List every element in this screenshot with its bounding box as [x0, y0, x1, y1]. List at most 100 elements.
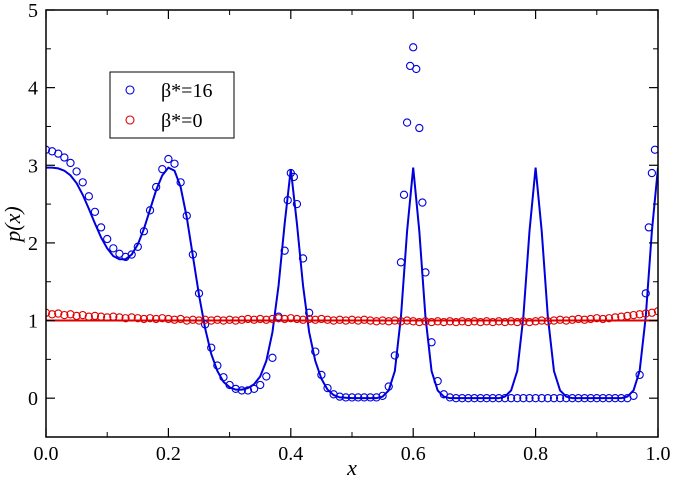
data-point-s1-35	[256, 314, 265, 324]
data-point-s1-90	[592, 314, 601, 323]
data-point-s1-7	[84, 312, 93, 321]
data-point-s1-98	[641, 309, 650, 318]
data-point-s1-68	[458, 317, 467, 326]
data-point-s1-86	[568, 315, 577, 324]
data-point-s1-9	[96, 312, 106, 321]
data-point-s0-58	[384, 382, 393, 391]
data-point-s1-56	[384, 317, 393, 326]
data-point-s1-73	[488, 317, 497, 327]
legend-label-beta16: β*=16	[161, 80, 212, 102]
data-point-s1-65	[439, 317, 448, 327]
data-point-s0-7	[84, 192, 93, 201]
data-point-s0-78	[482, 394, 491, 403]
series-layer	[46, 43, 658, 403]
data-point-s0-22	[176, 178, 185, 187]
data-point-s0-40	[283, 196, 292, 205]
data-point-s1-38	[274, 314, 283, 323]
data-point-s0-37	[268, 353, 277, 362]
data-point-s1-40	[286, 314, 295, 323]
data-point-s1-66	[445, 317, 455, 326]
data-point-s1-96	[629, 310, 638, 320]
data-point-s1-2	[54, 309, 63, 318]
data-point-s1-55	[378, 316, 387, 325]
x-tick-label: 0.4	[278, 443, 303, 465]
data-point-s1-91	[598, 314, 608, 324]
x-tick-label: 0.0	[34, 443, 59, 465]
data-point-s0-3	[60, 153, 69, 162]
data-point-s1-4	[66, 310, 75, 319]
data-point-s1-92	[604, 314, 614, 323]
data-point-s1-41	[292, 314, 302, 324]
data-point-s1-34	[249, 315, 259, 324]
y-tick-label: 4	[28, 78, 38, 100]
data-point-s0-92	[568, 394, 577, 403]
data-point-s1-50	[347, 315, 357, 324]
data-point-s1-28	[213, 315, 222, 324]
data-point-s1-22	[176, 314, 185, 324]
data-point-s0-57	[378, 391, 387, 400]
y-tick-label: 3	[28, 155, 38, 177]
data-point-s0-87	[537, 394, 546, 403]
y-tick-label: 0	[28, 388, 38, 410]
data-point-s1-15	[133, 314, 142, 323]
x-axis-label: x	[346, 455, 357, 480]
data-point-s1-12	[115, 313, 124, 322]
ticks-layer: 0.0 0.2 0.4 0.6 0.8 1.0 0 1 2 3 4 5	[28, 0, 671, 465]
data-point-s0-23	[182, 211, 191, 220]
data-point-s0-105	[644, 223, 653, 232]
data-point-s0-43	[292, 199, 302, 209]
data-point-s0-89	[549, 394, 559, 403]
data-point-s0-28	[213, 361, 222, 370]
data-point-s0-50	[335, 392, 344, 401]
data-point-s0-85	[525, 394, 534, 403]
y-axis-label: p(x)	[0, 206, 25, 243]
data-point-s0-66	[415, 123, 424, 133]
data-point-s1-20	[164, 314, 173, 324]
data-point-s1-29	[219, 316, 228, 325]
y-tick-label: 2	[28, 233, 38, 255]
data-point-s1-57	[390, 316, 399, 325]
data-point-s0-73	[451, 394, 461, 403]
data-point-s0-88	[543, 394, 552, 403]
data-point-s0-79	[488, 394, 497, 403]
data-point-s1-3	[60, 310, 69, 320]
data-point-s0-84	[519, 394, 528, 403]
data-point-s1-71	[476, 317, 485, 327]
data-point-s0-33	[243, 386, 253, 395]
data-point-s1-31	[231, 316, 240, 325]
data-point-s0-34	[249, 384, 259, 394]
data-point-s0-61	[399, 190, 409, 199]
data-point-s0-103	[635, 370, 644, 380]
data-point-s0-4	[66, 158, 75, 168]
data-point-s1-88	[580, 315, 589, 324]
data-point-s0-55	[366, 393, 375, 402]
data-point-s0-17	[145, 206, 155, 215]
data-point-s0-47	[317, 370, 326, 380]
data-point-s1-75	[500, 317, 510, 327]
data-point-s1-21	[170, 315, 179, 324]
data-point-s1-24	[188, 315, 198, 324]
data-point-s0-11	[109, 244, 118, 253]
data-point-s1-84	[555, 315, 565, 324]
legend-marker-beta16	[125, 85, 135, 95]
data-point-s1-77	[513, 317, 522, 327]
data-point-s0-10	[103, 234, 112, 244]
series-line-2	[46, 166, 658, 400]
data-point-s0-77	[476, 394, 485, 403]
data-point-s1-46	[323, 315, 332, 324]
data-point-s1-52	[360, 315, 369, 324]
y-tick-label: 5	[28, 0, 38, 22]
data-point-s0-20	[164, 154, 173, 164]
data-point-s1-63	[427, 317, 436, 327]
data-point-s1-32	[237, 315, 246, 324]
data-point-s1-1	[47, 310, 57, 319]
data-point-s1-23	[182, 316, 191, 325]
data-point-s0-2	[54, 149, 63, 158]
data-point-s0-90	[555, 394, 565, 403]
data-point-s1-83	[549, 316, 559, 325]
data-point-s1-99	[647, 308, 657, 317]
data-point-s1-61	[415, 317, 424, 327]
data-point-s1-95	[623, 311, 632, 321]
data-point-s0-14	[127, 250, 136, 259]
data-point-s1-51	[353, 316, 363, 325]
